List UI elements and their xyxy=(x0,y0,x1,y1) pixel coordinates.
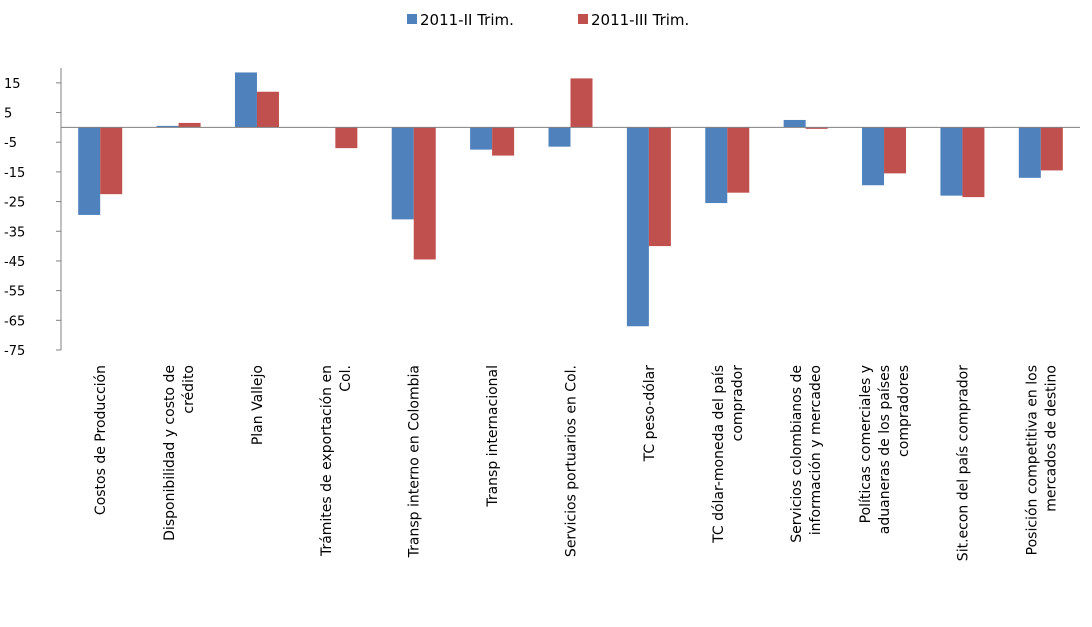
category-label: Plan Vallejo xyxy=(250,365,266,445)
bar-series-1 xyxy=(391,127,414,220)
y-tick-label: -35 xyxy=(4,225,25,240)
y-tick-label: -55 xyxy=(4,285,25,300)
category-label: Servicios portuarios en Col. xyxy=(564,365,580,557)
bar-series-1 xyxy=(862,127,885,186)
category-label: Transp interno en Colombia xyxy=(407,365,423,558)
category-label: Sit.econ del país comprador xyxy=(955,365,971,561)
category-label: TC peso-dólar xyxy=(642,365,658,463)
category-label: TC dólar-moneda del país comprador xyxy=(711,365,746,544)
legend-swatch xyxy=(578,14,588,24)
bar-series-2 xyxy=(492,127,515,156)
bar-series-2 xyxy=(570,78,593,128)
category-label-line: Posición competitiva en los xyxy=(1024,365,1040,555)
category-label-line: Costos de Producción xyxy=(93,365,109,515)
bars xyxy=(78,72,1063,327)
category-label-line: información y mercadeo xyxy=(808,365,824,535)
legend-swatch xyxy=(407,14,417,24)
category-label: Posición competitiva en los mercados de d… xyxy=(1024,365,1059,555)
category-label-line: Transp internacional xyxy=(485,365,501,508)
bar-series-2 xyxy=(100,127,123,195)
category-label-line: Políticas comerciales y xyxy=(858,365,874,523)
category-label: Servicios colombianos de información y me… xyxy=(789,365,824,543)
bar-series-1 xyxy=(783,119,806,128)
category-label-line: Col. xyxy=(338,365,354,392)
category-label-line: Trámites de exportación en xyxy=(319,365,335,557)
y-tick-label: 5 xyxy=(4,107,12,122)
category-label-line: crédito xyxy=(181,365,197,414)
bar-series-1 xyxy=(234,72,257,128)
bar-series-1 xyxy=(705,127,728,204)
y-tick-label: -65 xyxy=(4,314,25,329)
bar-series-1 xyxy=(470,127,493,150)
category-label: Políticas comerciales y aduaneras de los … xyxy=(858,365,912,534)
category-label: Costos de Producción xyxy=(93,365,109,515)
bar-series-2 xyxy=(648,127,671,247)
legend: 2011-II Trim. 2011-III Trim. xyxy=(407,11,689,29)
bar-series-1 xyxy=(548,127,571,147)
category-label-line: Servicios portuarios en Col. xyxy=(564,365,580,557)
y-tick-label: -45 xyxy=(4,255,25,270)
category-label-line: Servicios colombianos de xyxy=(789,365,805,543)
legend-label: 2011-II Trim. xyxy=(420,11,514,29)
bar-series-2 xyxy=(884,127,907,174)
bar-series-2 xyxy=(335,127,358,149)
y-tick-label: 15 xyxy=(4,77,21,92)
category-label-line: Sit.econ del país comprador xyxy=(955,365,971,561)
y-tick-label: -25 xyxy=(4,196,25,211)
y-tick-label: -15 xyxy=(4,166,25,181)
bar-series-2 xyxy=(413,127,436,260)
bar-series-1 xyxy=(940,127,963,196)
category-label-line: Transp interno en Colombia xyxy=(407,365,423,558)
legend-label: 2011-III Trim. xyxy=(591,11,689,29)
category-labels: Costos de Producción Disponibilidad y cos… xyxy=(93,365,1059,561)
axes xyxy=(56,68,1080,351)
bar-series-2 xyxy=(962,127,985,198)
y-tick-labels: 15 5 -5 -15 -25 -35 -45 -55 -65 -75 xyxy=(4,77,25,359)
category-label-line: aduaneras de los países xyxy=(877,365,893,534)
category-label: Trámites de exportación en Col. xyxy=(319,365,354,557)
category-label-line: Plan Vallejo xyxy=(250,365,266,445)
y-tick-label: -5 xyxy=(4,136,17,151)
category-label-line: mercados de destino xyxy=(1043,365,1059,512)
category-label-line: Disponibilidad y costo de xyxy=(162,365,178,541)
bar-series-2 xyxy=(805,127,828,129)
bar-series-1 xyxy=(78,127,101,215)
category-label-line: TC peso-dólar xyxy=(642,365,658,463)
bar-series-2 xyxy=(727,127,750,193)
bar-series-1 xyxy=(1018,127,1041,178)
y-tick-label: -75 xyxy=(4,344,25,359)
category-label-line: comprador xyxy=(730,365,746,442)
category-label: Disponibilidad y costo de crédito xyxy=(162,365,197,541)
category-label-line: compradores xyxy=(896,365,912,457)
bar-series-2 xyxy=(178,122,201,128)
bar-series-1 xyxy=(626,127,649,327)
bar-series-2 xyxy=(256,91,279,128)
category-label: Transp internacional xyxy=(485,365,501,508)
bar-series-2 xyxy=(1040,127,1063,171)
bar-series-1 xyxy=(156,125,179,128)
category-label-line: TC dólar-moneda del país xyxy=(711,365,727,544)
